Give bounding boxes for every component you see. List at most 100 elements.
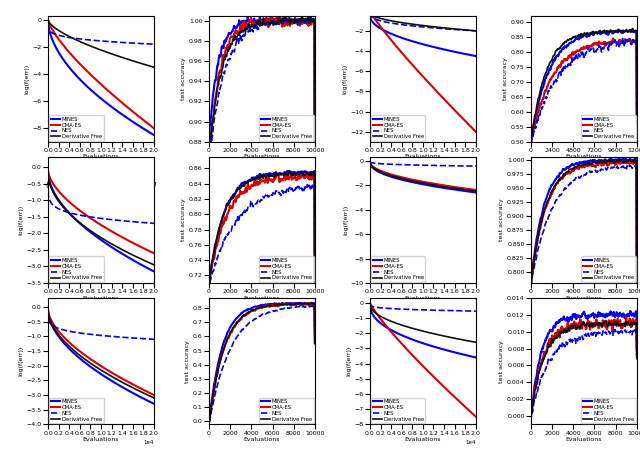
NES [591,330,598,336]
MINES [472,190,479,195]
MINES [311,340,319,345]
MINES [205,431,213,437]
NES [527,188,535,194]
MINES [109,245,116,251]
Derivative Free [429,24,436,29]
MINES [301,300,308,306]
Line: MINES: MINES [531,158,637,427]
MINES [592,30,600,35]
Derivative Free [45,18,52,24]
MINES [589,311,597,317]
CMA-ES [527,426,535,431]
NES [623,39,631,44]
Line: Derivative Free: Derivative Free [531,29,637,191]
Derivative Free [281,14,289,20]
Derivative Free [268,21,275,26]
Line: CMA-ES: CMA-ES [209,173,315,449]
CMA-ES [472,187,479,193]
Derivative Free [429,24,437,29]
MINES [462,352,470,358]
Derivative Free [590,323,598,329]
MINES [367,162,374,167]
Derivative Free [366,159,374,164]
CMA-ES [592,165,600,170]
CMA-ES [590,163,598,169]
NES [205,279,213,284]
MINES [108,244,115,250]
Derivative Free [429,182,436,188]
Text: (f)  'a9a' test: (f) 'a9a' test [233,321,291,330]
X-axis label: Evaluations: Evaluations [83,154,119,159]
Legend: MINES, CMA-ES, NES, Derivative Free: MINES, CMA-ES, NES, Derivative Free [259,256,314,282]
X-axis label: Evaluations: Evaluations [404,154,441,159]
Derivative Free [462,338,470,343]
NES [528,411,536,416]
MINES [462,189,470,194]
Derivative Free [109,52,116,57]
Derivative Free [270,303,278,308]
Derivative Free [527,425,535,430]
Derivative Free [44,17,52,22]
MINES [455,50,463,56]
CMA-ES [589,163,597,169]
Derivative Free [109,374,116,380]
Derivative Free [589,29,597,34]
MINES [472,355,479,360]
MINES [301,18,309,24]
NES [367,303,374,308]
NES [150,337,157,342]
CMA-ES [367,161,374,166]
Derivative Free [270,20,278,25]
CMA-ES [107,90,115,96]
CMA-ES [623,38,631,44]
NES [268,309,276,314]
Derivative Free [431,331,438,337]
Line: NES: NES [48,24,154,44]
Derivative Free [301,172,309,177]
Derivative Free [429,331,437,336]
Y-axis label: log(f(err)): log(f(err)) [19,346,24,376]
MINES [429,44,436,49]
NES [617,330,625,336]
NES [592,332,600,337]
CMA-ES [44,17,52,22]
NES [429,25,437,31]
CMA-ES [268,18,276,23]
CMA-ES [527,278,535,284]
MINES [626,308,634,314]
Derivative Free [367,11,374,17]
MINES [295,18,303,23]
MINES [270,301,278,306]
CMA-ES [592,321,600,327]
NES [527,278,535,284]
Line: CMA-ES: CMA-ES [370,162,476,190]
NES [133,220,141,225]
NES [270,308,278,314]
Line: MINES: MINES [209,171,315,449]
NES [633,120,640,125]
CMA-ES [589,42,597,47]
MINES [140,126,148,132]
Line: Derivative Free: Derivative Free [48,310,154,398]
Derivative Free [589,159,597,164]
MINES [527,425,535,430]
MINES [623,28,631,34]
Derivative Free [140,62,148,67]
Line: CMA-ES: CMA-ES [48,20,154,128]
Derivative Free [45,175,52,180]
CMA-ES [589,324,597,329]
Line: MINES: MINES [48,172,154,272]
CMA-ES [150,126,157,131]
NES [311,398,319,403]
MINES [133,393,141,398]
X-axis label: Evaluations: Evaluations [83,437,119,442]
MINES [592,158,600,164]
NES [108,334,115,339]
Line: MINES: MINES [209,17,315,434]
CMA-ES [633,346,640,352]
CMA-ES [270,19,278,24]
Derivative Free [429,331,436,336]
Line: Derivative Free: Derivative Free [209,172,315,449]
Line: CMA-ES: CMA-ES [531,161,637,429]
Derivative Free [108,241,115,247]
